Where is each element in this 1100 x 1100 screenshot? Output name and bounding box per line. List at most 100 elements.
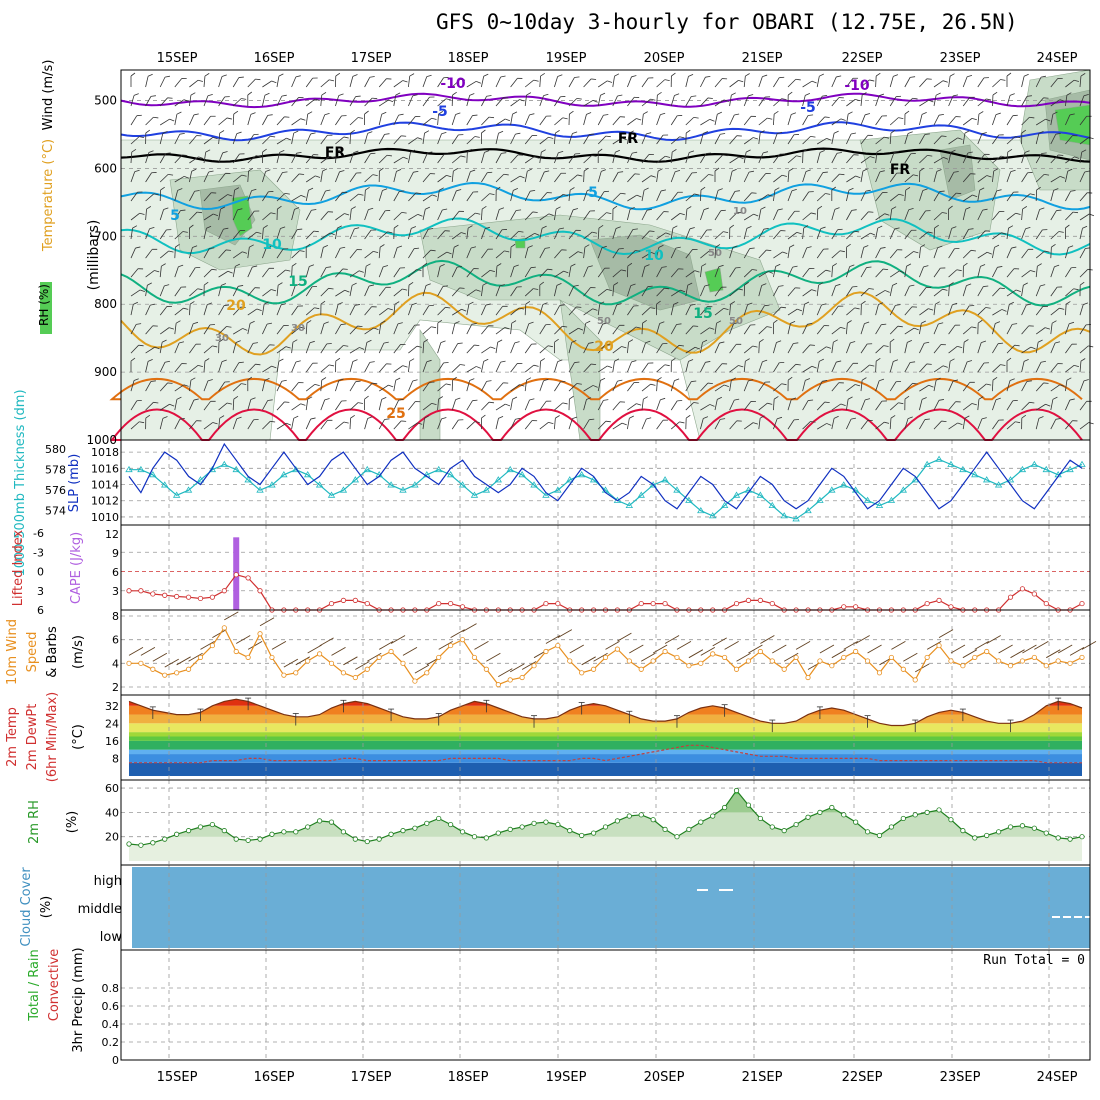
wind-barb-staff [378,210,386,221]
wind-barb-flag [777,416,783,420]
wind-barb-staff [685,270,695,278]
wind-barb-staff [422,209,426,221]
wind-barb-staff [276,193,286,202]
upper-air-panel: -10 -10-5 -5FRFRFR551010151520202550501030… [109,69,1095,441]
wind-barb [612,379,623,392]
surface-wind-barb [581,656,596,666]
wind-barb-flag [485,226,491,230]
wind-barb-flag [182,154,188,156]
wind-barb [685,270,700,278]
wind-barb [962,228,974,240]
wind-barb [247,363,261,373]
lifted-index-point [1079,600,1085,607]
wind-barb-flag [1065,301,1071,305]
wind-barb [378,384,394,392]
wind-barb [627,262,633,278]
wind-barb-staff [1079,213,1090,221]
wind-barb-flag [412,94,418,97]
wind-barb [305,230,319,240]
thickness-point [828,486,836,493]
rh2m-point [448,821,454,828]
wind-barb-staff [816,172,824,183]
wind-barb-flag [748,379,754,382]
wind-barb [451,232,466,240]
wind-barb-staff [145,76,149,88]
wind-barb-staff [305,230,315,240]
wind-barb-staff [962,250,972,259]
wind-barb-staff [218,402,228,411]
wind-barb [962,381,975,392]
wind-barb-staff [597,247,603,259]
wind-barb-staff [305,175,316,183]
wind-barb-staff [203,345,213,354]
wind-barb [291,360,301,373]
wind-barb-staff [189,399,195,411]
wind-barb [700,152,712,164]
wind-barb-staff [320,267,327,278]
wind-speed-point [376,654,382,661]
wind-barb [1006,344,1020,354]
wind-barb-flag [453,244,459,248]
wind-barb-staff [568,174,578,183]
wind-barb-flag [735,267,741,269]
wind-barb-flag [356,249,362,251]
wind-barb-staff [714,247,717,259]
wind-speed-point [662,648,668,655]
wind-barb [1035,403,1051,411]
wind-barb [364,327,379,335]
wind-barb [787,91,793,107]
wind-barb [174,384,189,392]
wind-barb-staff [597,115,604,126]
wind-barb-flag [548,421,554,425]
wind-barb-staff [159,285,165,297]
wind-barb [977,251,992,259]
wind-barb [612,226,621,240]
wind-barb [232,76,244,88]
wind-barb-flag [323,321,329,324]
wind-barb [568,110,574,126]
wind-barb [787,397,797,411]
wind-barb-staff [568,418,573,430]
wind-barb-flag [285,346,291,349]
thickness-point [947,460,955,467]
wind-barb [305,209,317,221]
wind-barb-flag [446,251,452,255]
wind-barb-flag [415,116,421,118]
wind-barb [597,399,609,411]
wind-barb [320,419,333,430]
wind-barb [933,344,946,354]
wind-barb-staff [1035,285,1041,297]
wind-barb [1006,212,1021,221]
wind-barb-flag [456,265,463,268]
wind-barb [451,287,465,297]
wind-barb [831,152,842,164]
thickness-point [220,460,229,467]
wind-barb-flag [583,167,589,172]
wind-barb-flag [981,340,987,344]
wind-barb [1021,282,1028,297]
wind-barb [583,397,592,411]
wind-barb-flag [590,287,596,289]
wind-barb-flag [530,266,536,269]
wind-barb-staff [159,266,162,278]
date-label-bottom: 20SEP [644,1070,685,1085]
wind-barb [627,228,638,240]
precip-tick: 0.6 [102,1000,120,1013]
wind-barb-staff [656,134,664,145]
rh2m-point [305,824,311,830]
wind-barb [1006,357,1012,373]
wind-speed-point [507,677,513,683]
wind-barb-staff [948,248,955,259]
wind-barb [174,111,182,126]
lifted-index-tick: 6 [37,604,44,617]
wind-barb-flag [704,284,710,287]
surface-wind-barb [903,652,918,662]
wind-barb-flag [1029,116,1035,119]
wind-barb-staff [495,250,505,259]
wind-barb-staff [1050,190,1055,202]
wind-barb [466,246,477,259]
wind-barb-flag [1022,206,1028,210]
wind-barb [831,97,844,107]
wind-barb-flag [809,268,815,269]
